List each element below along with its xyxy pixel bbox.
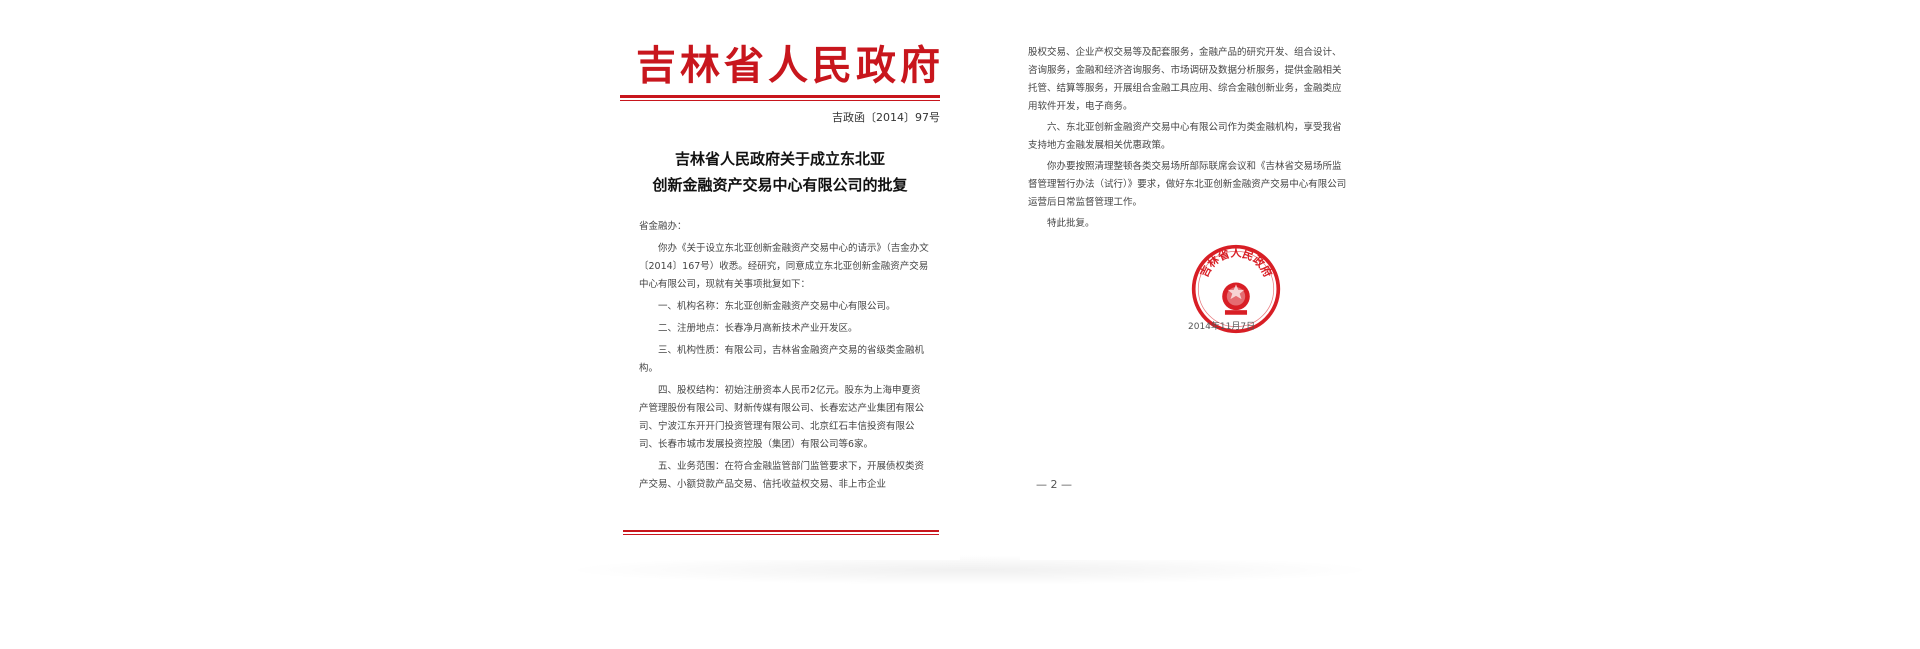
document-page-1: 吉林省人民政府 吉政函〔2014〕97号 吉林省人民政府关于成立东北亚 创新金融… [620,0,960,560]
paragraph: 你办要按照清理整顿各类交易场所部际联席会议和《吉林省交易场所监督管理暂行办法（试… [1028,158,1348,212]
header-red-line-thin [620,100,940,101]
header-red-line [620,95,940,98]
seal-text: 吉林省人民政府 [1197,246,1276,280]
paragraph: 三、机构性质：有限公司，吉林省金融资产交易的省级类金融机构。 [639,342,929,378]
salutation: 省金融办： [639,218,929,236]
paragraph: 五、业务范围：在符合金融监管部门监管要求下，开展债权类资产交易、小额贷款产品交易… [639,458,929,494]
document-title: 吉林省人民政府关于成立东北亚 创新金融资产交易中心有限公司的批复 [620,146,940,198]
document-body: 省金融办： 你办《关于设立东北亚创新金融资产交易中心的请示》（吉金办文〔2014… [639,218,929,498]
svg-text:吉林省人民政府: 吉林省人民政府 [1197,246,1276,280]
paragraph: 一、机构名称：东北亚创新金融资产交易中心有限公司。 [639,298,929,316]
document-body-continued: 股权交易、企业产权交易等及配套服务，金融产品的研究开发、组合设计、咨询服务，金融… [1028,44,1348,236]
government-header: 吉林省人民政府 [632,42,948,90]
document-number: 吉政函〔2014〕97号 [832,109,940,125]
footer-red-line [623,530,939,532]
paragraph: 二、注册地点：长春净月高新技术产业开发区。 [639,320,929,338]
footer-red-line-thin [623,534,939,535]
paragraph: 四、股权结构：初始注册资本人民币2亿元。股东为上海申夏资产管理股份有限公司、财新… [639,382,929,454]
document-title-line1: 吉林省人民政府关于成立东北亚 [620,146,940,172]
document-page-2: 股权交易、企业产权交易等及配套服务，金融产品的研究开发、组合设计、咨询服务，金融… [1020,0,1360,560]
closing: 特此批复。 [1028,215,1348,233]
paragraph: 六、东北亚创新金融资产交易中心有限公司作为类金融机构，享受我省支持地方金融发展相… [1028,119,1348,155]
signature-date: 2014年11月7日 [1188,319,1255,332]
paragraph: 股权交易、企业产权交易等及配套服务，金融产品的研究开发、组合设计、咨询服务，金融… [1028,44,1348,116]
paragraph: 你办《关于设立东北亚创新金融资产交易中心的请示》（吉金办文〔2014〕167号）… [639,240,929,294]
document-title-line2: 创新金融资产交易中心有限公司的批复 [620,172,940,198]
page-number: — 2 — [1036,478,1072,491]
